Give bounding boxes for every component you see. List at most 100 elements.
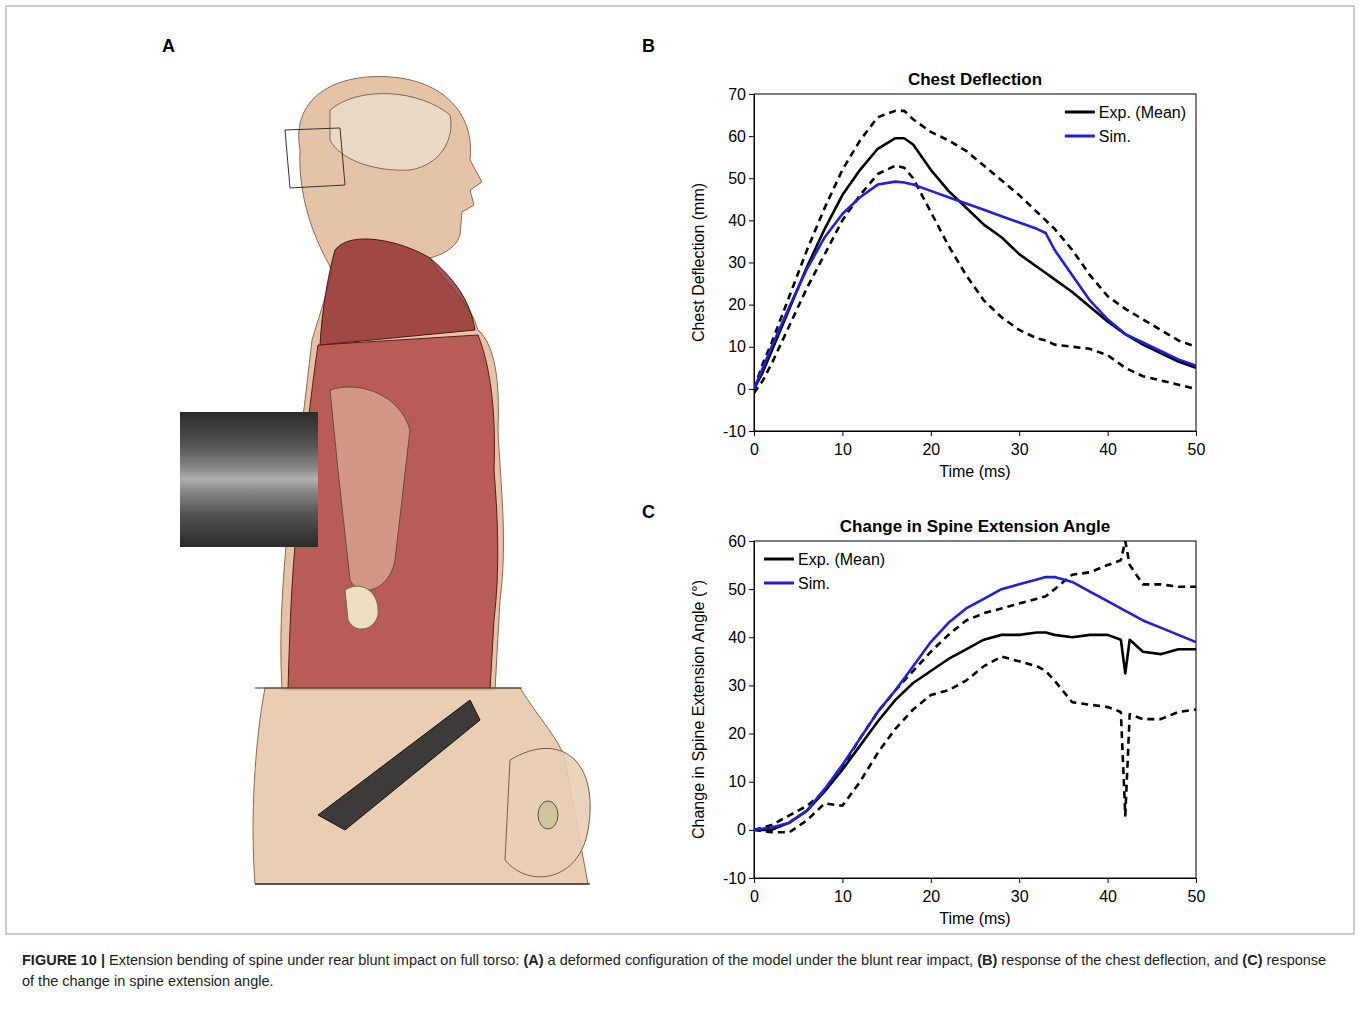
hip-joint <box>538 801 558 829</box>
tick-label: 60 <box>728 533 746 550</box>
tick-label: 30 <box>728 254 746 271</box>
legend: Exp. (Mean)Sim. <box>764 551 885 592</box>
tick-mark <box>1108 431 1109 436</box>
tick-mark <box>749 878 754 879</box>
tick-mark <box>749 389 754 390</box>
tick-mark <box>1196 431 1197 436</box>
legend-label: Sim. <box>1099 128 1131 145</box>
legend-swatch <box>1065 111 1095 114</box>
tick: 30 <box>728 677 754 694</box>
model-drawing <box>180 77 590 884</box>
tick-label: 30 <box>1011 441 1029 458</box>
tick-mark <box>1108 878 1109 883</box>
caption-text: Extension bending of spine under rear bl… <box>105 952 523 968</box>
axis-line <box>749 95 755 432</box>
tick-mark <box>931 878 932 883</box>
tick-label: 10 <box>834 441 852 458</box>
tick: 20 <box>922 431 940 458</box>
tick-mark <box>749 589 754 590</box>
tick: 50 <box>1188 431 1206 458</box>
tick-mark <box>749 782 754 783</box>
tick: -10 <box>723 870 754 887</box>
series-line <box>754 138 1196 389</box>
tick-mark <box>749 263 754 264</box>
tick: 60 <box>728 533 754 550</box>
x-axis: 0 10 20 30 40 50 <box>750 878 1205 905</box>
plot-area <box>754 111 1196 393</box>
tick: -10 <box>723 423 754 440</box>
tick: 0 <box>750 878 759 905</box>
caption-letter: (A) <box>523 952 543 968</box>
caption-label: FIGURE 10 | <box>22 952 105 968</box>
legend-entry: Exp. (Mean) <box>764 551 885 568</box>
tick-label: 40 <box>1099 441 1117 458</box>
belt <box>318 700 480 830</box>
tick-label: 50 <box>1188 441 1206 458</box>
tick-mark <box>749 136 754 137</box>
figure-frame <box>6 6 1354 934</box>
chart: 01020304050-10010203040506070Chest Defle… <box>690 70 1206 480</box>
legend-entry: Exp. (Mean) <box>1065 104 1186 121</box>
tick-mark <box>749 220 754 221</box>
tick: 30 <box>728 254 754 271</box>
y-axis-title: Chest Deflection (mm) <box>690 183 707 342</box>
tick: 50 <box>1188 878 1206 905</box>
tick-label: 40 <box>728 629 746 646</box>
thigh <box>505 748 590 876</box>
tick: 50 <box>728 170 754 187</box>
section-line <box>255 688 522 689</box>
caption-text: a deformed configuration of the model un… <box>544 952 978 968</box>
tick-label: 20 <box>728 296 746 313</box>
tick: 10 <box>728 773 754 790</box>
caption-text: response of the chest deflection, and <box>997 952 1242 968</box>
tick-label: 30 <box>728 677 746 694</box>
tick-mark <box>931 431 932 436</box>
tick-label: 30 <box>1011 888 1029 905</box>
ground <box>255 883 590 884</box>
corridor-line <box>754 541 1196 830</box>
tick: 10 <box>834 878 852 905</box>
series-line <box>754 577 1196 830</box>
hand <box>345 586 378 629</box>
axis-line <box>749 542 755 879</box>
tick-label: 50 <box>728 170 746 187</box>
tick: 40 <box>728 629 754 646</box>
arm <box>330 387 410 590</box>
tick-label: 20 <box>922 888 940 905</box>
plot-frame <box>754 94 1196 431</box>
x-axis: 0 10 20 30 40 50 <box>750 431 1205 458</box>
tick-label: 0 <box>750 441 759 458</box>
tick: 20 <box>728 725 754 742</box>
panel-letter: A <box>162 36 175 56</box>
tick-mark <box>842 431 843 436</box>
tick-mark <box>749 347 754 348</box>
tick-mark <box>749 431 754 432</box>
tick: 40 <box>728 212 754 229</box>
tick-label: 40 <box>1099 888 1117 905</box>
tick-mark <box>749 685 754 686</box>
tick: 30 <box>1011 431 1029 458</box>
chart-title: Change in Spine Extension Angle <box>840 517 1110 536</box>
tick: 0 <box>737 380 754 397</box>
chart-title: Chest Deflection <box>908 70 1042 89</box>
legend-swatch <box>764 558 794 561</box>
caption-letter: (B) <box>977 952 997 968</box>
skull <box>330 94 451 171</box>
tick-label: 40 <box>728 212 746 229</box>
skin <box>281 77 504 690</box>
tick: 0 <box>750 431 759 458</box>
panel-letter: B <box>642 36 655 56</box>
legend: Exp. (Mean) Sim. <box>1065 104 1186 145</box>
series-line <box>754 182 1196 389</box>
chart: 01020304050-100102030405060Change in Spi… <box>690 517 1206 927</box>
tick: 60 <box>728 128 754 145</box>
tick-mark <box>1019 878 1020 883</box>
tick-mark <box>749 734 754 735</box>
tick-mark <box>749 94 754 95</box>
legend-swatch <box>764 582 794 585</box>
tick: 30 <box>1011 878 1029 905</box>
tick: 10 <box>728 338 754 355</box>
legend-label: Exp. (Mean) <box>798 551 885 568</box>
tick-mark <box>749 305 754 306</box>
tick-label: -10 <box>723 423 746 440</box>
